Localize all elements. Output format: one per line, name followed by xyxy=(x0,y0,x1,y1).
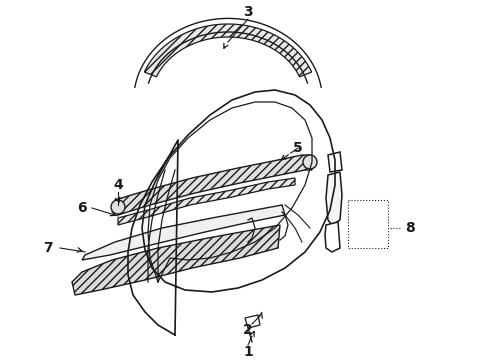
Text: 1: 1 xyxy=(243,345,253,359)
Circle shape xyxy=(303,155,317,169)
Polygon shape xyxy=(118,178,295,225)
Polygon shape xyxy=(325,222,340,252)
Circle shape xyxy=(111,200,125,214)
Text: 7: 7 xyxy=(43,241,53,255)
Text: 8: 8 xyxy=(405,221,415,235)
Polygon shape xyxy=(328,152,342,172)
Polygon shape xyxy=(326,172,342,225)
Polygon shape xyxy=(115,155,312,215)
Polygon shape xyxy=(82,205,285,260)
Text: 3: 3 xyxy=(243,5,253,19)
Polygon shape xyxy=(72,225,280,295)
Text: 5: 5 xyxy=(293,141,303,155)
Polygon shape xyxy=(145,24,312,77)
Text: 4: 4 xyxy=(113,178,123,192)
Text: 6: 6 xyxy=(77,201,87,215)
Text: 2: 2 xyxy=(243,323,253,337)
Polygon shape xyxy=(245,315,260,328)
